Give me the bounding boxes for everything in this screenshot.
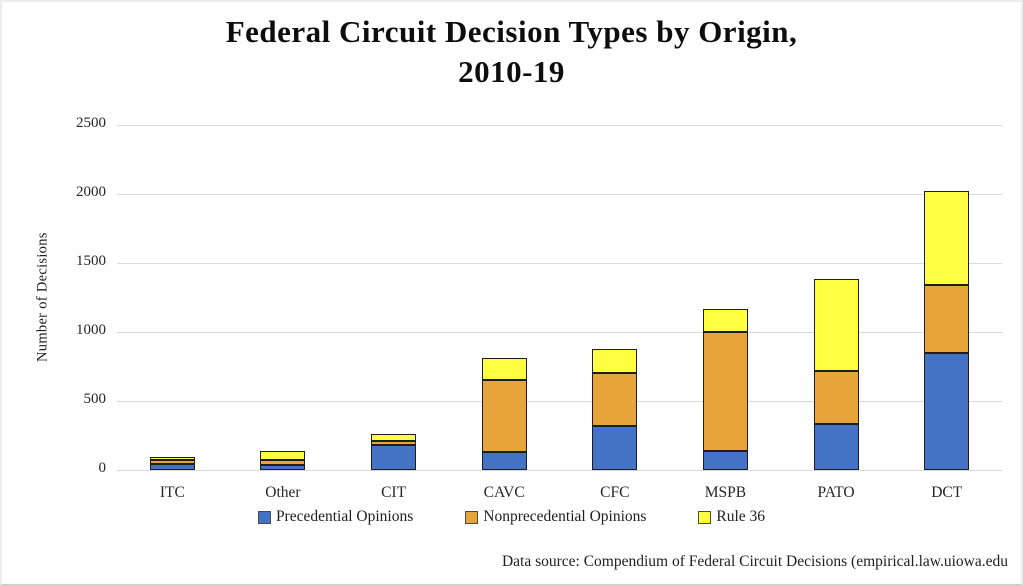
bar-itc-rule-36 [149, 456, 195, 461]
bar-other-rule-36 [260, 451, 306, 460]
bar-mspb-nonprecedential-opinions [702, 332, 748, 452]
bar-pato-nonprecedential-opinions [813, 370, 859, 425]
y-tick-label-2000: 2000 [76, 184, 106, 200]
gridline-500 [117, 400, 1002, 402]
precedential-swatch-icon [257, 510, 271, 524]
bar-dct-rule-36 [924, 191, 970, 286]
gridline-1000 [117, 331, 1002, 333]
legend-label-precedential: Precedential Opinions [275, 508, 414, 525]
bar-itc-nonprecedential-opinions [149, 460, 195, 464]
gridline-0 [117, 469, 1002, 471]
bar-other-nonprecedential-opinions [260, 459, 306, 466]
x-tick-label-cfc: CFC [600, 484, 630, 501]
bar-pato-precedential-opinions [813, 424, 859, 470]
bar-cfc-nonprecedential-opinions [592, 373, 638, 426]
x-tick-label-other: Other [265, 484, 301, 501]
bar-mspb-rule-36 [702, 308, 748, 332]
legend-item-precedential: Precedential Opinions [257, 508, 414, 526]
x-tick-label-cit: CIT [381, 484, 407, 501]
bar-cfc-rule-36 [592, 349, 638, 374]
x-tick-label-dct: DCT [931, 484, 963, 501]
bar-cavc-precedential-opinions [481, 452, 527, 470]
nonprecedential-swatch-icon [465, 510, 479, 524]
chart-title: Federal Circuit Decision Types by Origin… [2, 12, 1021, 92]
y-tick-label-2500: 2500 [76, 115, 106, 131]
chart-title-line-1: Federal Circuit Decision Types by Origin… [225, 14, 798, 49]
legend: Precedential Opinions Nonprecedential Op… [2, 508, 1021, 526]
bar-cfc-precedential-opinions [592, 425, 638, 470]
bar-cit-precedential-opinions [371, 445, 417, 470]
y-axis-title: Number of Decisions [34, 232, 51, 363]
chart-title-line-2: 2010-19 [458, 54, 565, 89]
bar-dct-nonprecedential-opinions [924, 285, 970, 353]
legend-label-rule36: Rule 36 [716, 508, 766, 525]
legend-item-nonprecedential: Nonprecedential Opinions [465, 508, 646, 526]
bar-mspb-precedential-opinions [702, 451, 748, 470]
bar-cavc-rule-36 [481, 358, 527, 381]
y-tick-label-1000: 1000 [76, 322, 106, 338]
x-tick-label-itc: ITC [159, 484, 185, 501]
bar-cavc-nonprecedential-opinions [481, 380, 527, 453]
bar-pato-rule-36 [813, 278, 859, 371]
x-tick-label-pato: PATO [817, 484, 855, 501]
rule36-swatch-icon [698, 510, 712, 524]
bar-itc-precedential-opinions [149, 463, 195, 470]
bar-cit-rule-36 [371, 434, 417, 441]
y-tick-label-0: 0 [98, 460, 107, 476]
bar-other-precedential-opinions [260, 465, 306, 470]
bar-cit-nonprecedential-opinions [371, 441, 417, 446]
legend-label-nonprecedential: Nonprecedential Opinions [483, 508, 647, 525]
x-tick-label-cavc: CAVC [483, 484, 525, 501]
gridline-2500 [117, 124, 1002, 126]
y-tick-label-500: 500 [83, 391, 107, 407]
gridline-2000 [117, 193, 1002, 195]
gridline-1500 [117, 262, 1002, 264]
data-source-note: Data source: Compendium of Federal Circu… [501, 553, 1008, 570]
bar-dct-precedential-opinions [924, 352, 970, 470]
x-tick-label-mspb: MSPB [704, 484, 747, 501]
y-tick-label-1500: 1500 [76, 253, 106, 269]
legend-item-rule36: Rule 36 [698, 508, 765, 526]
